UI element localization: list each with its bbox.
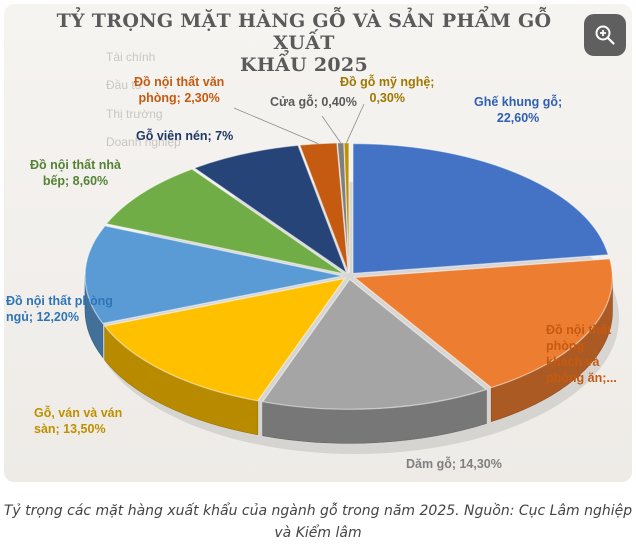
- slice-label: Đồ gỗ mỹ nghệ; 0,30%: [340, 74, 434, 106]
- slice-label-line: Gỗ, ván và ván: [34, 406, 123, 420]
- leader-line: [321, 115, 341, 143]
- slice-label-line: Ghế khung gỗ;: [474, 95, 563, 109]
- faint-menu-item: Tài chính: [106, 50, 156, 64]
- slice-label-line: Cửa gỗ; 0,40%: [270, 95, 357, 109]
- pie-slice: [105, 168, 345, 275]
- figure-caption: Tỷ trọng các mặt hàng xuất khẩu của ngàn…: [3, 503, 633, 541]
- slice-label-line: Đồ nội thất văn: [134, 75, 225, 89]
- slice-label-line: phòng ăn;...: [546, 371, 617, 385]
- slice-label: Gỗ viên nén; 7%: [136, 128, 233, 144]
- slice-label-line: phòng: [546, 339, 585, 353]
- faint-menu-item: Đầu tư: [106, 78, 143, 92]
- slice-label-line: sàn; 13,50%: [34, 422, 106, 436]
- slice-label-line: ngủ; 12,20%: [6, 310, 79, 324]
- pie-slice: [84, 225, 344, 325]
- slice-label: Đồ nội thất nhà bếp; 8,60%: [30, 157, 121, 189]
- chart-figure: Tài chính Đầu tư Thị trường Doanh nghiệp…: [4, 4, 632, 482]
- slice-label: Đồ nội thất phòng khách và phòng ăn;...: [546, 322, 617, 386]
- pie-slice: [103, 277, 347, 402]
- slice-label: Đồ nội thất văn phòng; 2,30%: [134, 74, 224, 106]
- zoom-button[interactable]: [584, 14, 626, 56]
- slice-label-line: 0,30%: [369, 91, 405, 105]
- slice-label-line: 22,60%: [496, 111, 540, 125]
- faint-menu-item: Doanh nghiệp: [106, 135, 181, 149]
- slice-label-line: Gỗ viên nén; 7%: [136, 129, 234, 143]
- slice-label: Ghế khung gỗ; 22,60%: [474, 94, 562, 126]
- slice-label-line: bếp; 8,60%: [42, 174, 109, 188]
- slice-label-line: Đồ nội thất phòng: [6, 294, 113, 308]
- slice-label: Gỗ, ván và ván sàn; 13,50%: [34, 405, 122, 437]
- leader-line: [233, 107, 319, 144]
- slice-label-line: phòng; 2,30%: [138, 91, 220, 105]
- chart-title-line: KHẨU 2025: [240, 54, 368, 76]
- pie-slice: [352, 258, 614, 389]
- chart-title-line: TỶ TRỌNG MẶT HÀNG GỖ VÀ SẢN PHẨM GỖ XUẤT: [56, 10, 552, 54]
- chart-title: TỶ TRỌNG MẶT HÀNG GỖ VÀ SẢN PHẨM GỖ XUẤT…: [44, 10, 564, 76]
- zoom-in-icon: [595, 25, 615, 45]
- slice-label-line: khách và: [546, 355, 600, 369]
- slice-label: Dăm gỗ; 14,30%: [406, 456, 502, 472]
- faint-menu-item: Thị trường: [106, 107, 163, 121]
- pie-slice: [352, 142, 610, 275]
- slice-label-line: Đồ gỗ mỹ nghệ;: [340, 75, 435, 89]
- slice-label-line: Dăm gỗ; 14,30%: [406, 457, 502, 471]
- slice-label: Cửa gỗ; 0,40%: [270, 94, 357, 110]
- slice-label-line: Đồ nội thất: [546, 323, 612, 337]
- leader-line: [346, 103, 365, 143]
- slice-label: Đồ nội thất phòng ngủ; 12,20%: [6, 293, 113, 325]
- pie-slice: [193, 144, 348, 275]
- slice-label-line: Đồ nội thất nhà: [30, 158, 121, 172]
- pie-slice: [261, 278, 488, 410]
- pie-chart: [84, 103, 619, 454]
